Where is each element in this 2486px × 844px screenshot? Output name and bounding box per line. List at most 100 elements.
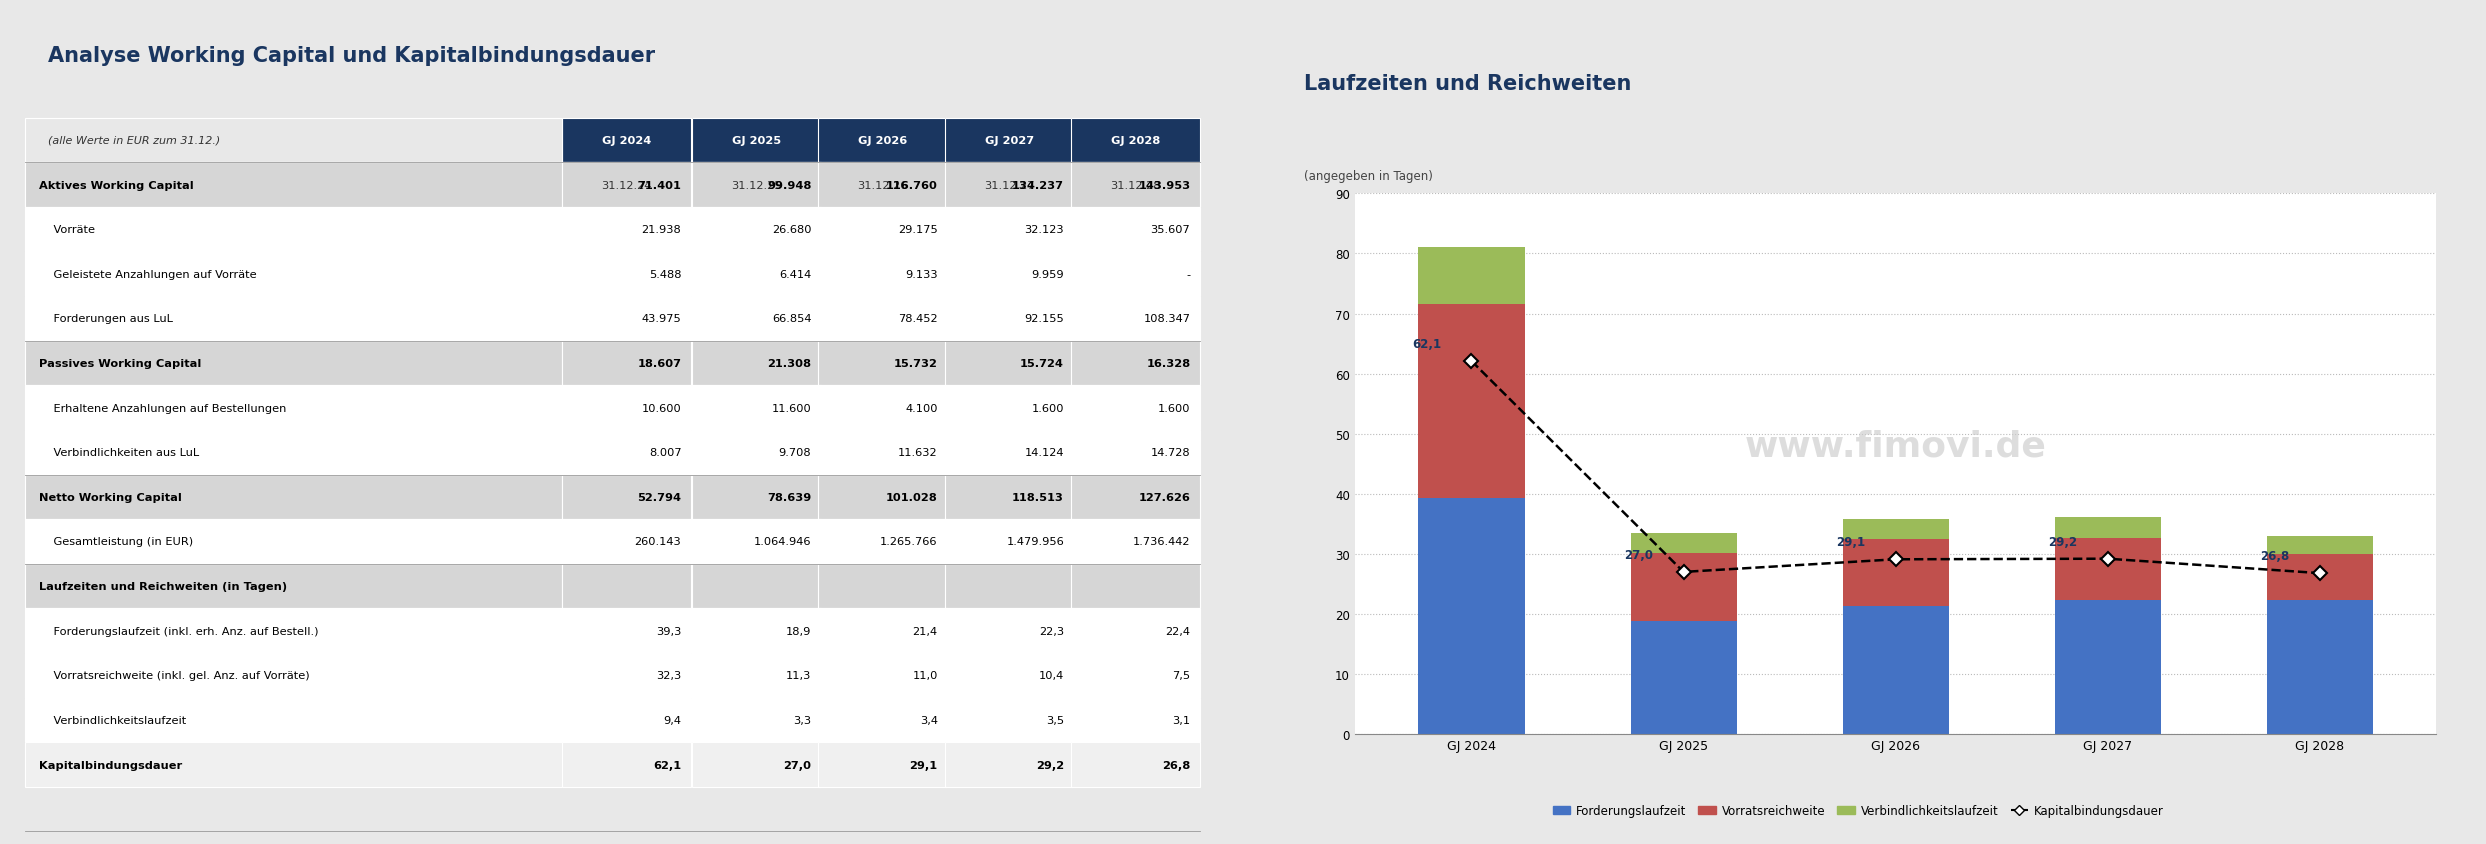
- Bar: [1071, 163, 1201, 208]
- Bar: [945, 118, 1074, 163]
- Text: (alle Werte in EUR zum 31.12.): (alle Werte in EUR zum 31.12.): [50, 136, 221, 146]
- Text: 6.414: 6.414: [778, 269, 810, 279]
- Text: 9.959: 9.959: [1032, 269, 1064, 279]
- Text: 5.488: 5.488: [649, 269, 681, 279]
- Bar: [1071, 163, 1201, 208]
- Bar: [25, 341, 562, 386]
- Bar: [25, 564, 562, 609]
- Text: 99.948: 99.948: [768, 181, 810, 191]
- Bar: [818, 163, 947, 208]
- Bar: [945, 564, 1074, 609]
- Bar: [818, 653, 947, 698]
- Bar: [25, 386, 562, 430]
- Bar: [562, 743, 691, 787]
- Bar: [562, 163, 691, 208]
- Bar: [945, 297, 1074, 341]
- Bar: [818, 743, 947, 787]
- Bar: [562, 297, 691, 341]
- Bar: [562, 252, 691, 297]
- Text: 26,8: 26,8: [2260, 549, 2290, 563]
- Bar: [818, 208, 947, 252]
- Bar: [691, 386, 820, 430]
- Bar: [1071, 386, 1201, 430]
- Text: Aktives Working Capital: Aktives Working Capital: [40, 181, 194, 191]
- Text: 11.632: 11.632: [897, 447, 937, 457]
- Bar: [818, 252, 947, 297]
- Bar: [25, 386, 562, 430]
- Bar: [25, 208, 562, 252]
- Bar: [691, 163, 820, 208]
- Bar: [562, 208, 691, 252]
- Bar: [25, 698, 562, 743]
- Bar: [562, 386, 691, 430]
- Text: Verbindlichkeiten aus LuL: Verbindlichkeiten aus LuL: [40, 447, 199, 457]
- Bar: [1842, 606, 1949, 734]
- Bar: [25, 163, 562, 208]
- Legend: Forderungslaufzeit, Vorratsreichweite, Verbindlichkeitslaufzeit, Kapitalbindungs: Forderungslaufzeit, Vorratsreichweite, V…: [1549, 799, 2168, 822]
- Text: 29,1: 29,1: [1837, 536, 1864, 549]
- Bar: [1071, 163, 1201, 208]
- Bar: [1071, 698, 1201, 743]
- Text: 4.100: 4.100: [905, 403, 937, 414]
- Bar: [691, 743, 820, 787]
- Bar: [691, 163, 820, 208]
- Text: 52.794: 52.794: [636, 492, 681, 502]
- Text: 29,2: 29,2: [1037, 760, 1064, 770]
- Text: 15.732: 15.732: [895, 359, 937, 369]
- Bar: [1071, 520, 1201, 564]
- Bar: [1071, 475, 1201, 520]
- Text: 62,1: 62,1: [654, 760, 681, 770]
- Text: Analyse Working Capital und Kapitalbindungsdauer: Analyse Working Capital und Kapitalbindu…: [50, 46, 656, 66]
- Bar: [818, 564, 947, 609]
- Text: 260.143: 260.143: [634, 537, 681, 547]
- Bar: [562, 163, 691, 208]
- Text: 14.124: 14.124: [1024, 447, 1064, 457]
- Bar: [1071, 252, 1201, 297]
- Text: 32.123: 32.123: [1024, 225, 1064, 235]
- Text: 1.600: 1.600: [1032, 403, 1064, 414]
- Bar: [691, 743, 820, 787]
- Bar: [945, 208, 1074, 252]
- Text: Netto Working Capital: Netto Working Capital: [40, 492, 181, 502]
- Bar: [562, 386, 691, 430]
- Bar: [25, 252, 562, 297]
- Bar: [1071, 341, 1201, 386]
- Text: 8.007: 8.007: [649, 447, 681, 457]
- Text: Laufzeiten und Reichweiten: Laufzeiten und Reichweiten: [1303, 74, 1631, 94]
- Bar: [2053, 538, 2160, 600]
- Bar: [691, 252, 820, 297]
- Text: (angegeben in Tagen): (angegeben in Tagen): [1303, 170, 1432, 183]
- Bar: [945, 653, 1074, 698]
- Bar: [25, 609, 562, 653]
- Text: 3,3: 3,3: [793, 715, 810, 725]
- Bar: [25, 297, 562, 341]
- Bar: [818, 341, 947, 386]
- Text: Forderungen aus LuL: Forderungen aus LuL: [40, 314, 174, 324]
- Bar: [1842, 519, 1949, 540]
- Bar: [945, 653, 1074, 698]
- Bar: [562, 163, 691, 208]
- Bar: [691, 297, 820, 341]
- Text: Verbindlichkeitslaufzeit: Verbindlichkeitslaufzeit: [40, 715, 186, 725]
- Bar: [1071, 653, 1201, 698]
- Text: Vorräte: Vorräte: [40, 225, 94, 235]
- Bar: [25, 743, 562, 787]
- Text: 11,3: 11,3: [786, 670, 810, 680]
- Text: 18,9: 18,9: [786, 626, 810, 636]
- Bar: [818, 475, 947, 520]
- Bar: [691, 163, 820, 208]
- Bar: [1071, 163, 1201, 208]
- Text: GJ 2027: GJ 2027: [984, 136, 1034, 146]
- Bar: [818, 386, 947, 430]
- Bar: [562, 564, 691, 609]
- Text: 9,4: 9,4: [664, 715, 681, 725]
- Text: 1.479.956: 1.479.956: [1007, 537, 1064, 547]
- Bar: [25, 163, 562, 208]
- Bar: [691, 208, 820, 252]
- Text: 7,5: 7,5: [1173, 670, 1191, 680]
- Text: 26,8: 26,8: [1161, 760, 1191, 770]
- Bar: [691, 208, 820, 252]
- Bar: [1420, 248, 1524, 305]
- Text: Erhaltene Anzahlungen auf Bestellungen: Erhaltene Anzahlungen auf Bestellungen: [40, 403, 286, 414]
- Bar: [562, 609, 691, 653]
